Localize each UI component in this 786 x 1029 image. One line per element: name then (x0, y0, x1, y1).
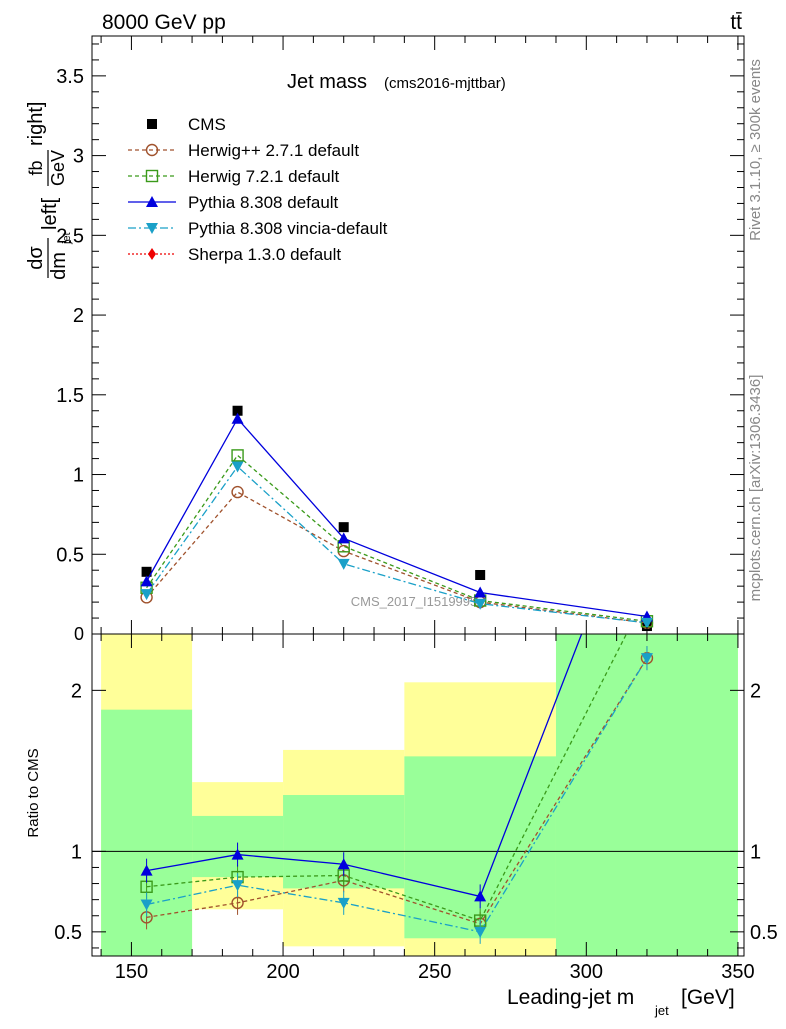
ylabel-denominator-sub: jet (61, 232, 73, 245)
ratio-ytick-label-0: 0.5 (54, 922, 82, 944)
chart-title: Jet mass (287, 71, 367, 93)
main-point-3-2 (337, 532, 350, 544)
legend-marker-5 (148, 248, 156, 260)
main-point-1-1 (231, 485, 244, 499)
ratio-point-2-0 (140, 864, 153, 876)
ylabel-numerator: dσ (25, 246, 47, 270)
legend-label-3: Pythia 8.308 default (188, 193, 339, 212)
main-line-1 (146, 491, 648, 624)
ratio-ytick-label-right-0: 0.5 (750, 922, 778, 944)
legend-marker-1 (145, 143, 159, 157)
axes: 0.5 1 1.5 2 2.5 3 3.5 0 150 200 250 300 350 0.5 0.5 1 1 2… (54, 36, 778, 983)
legend-marker-4 (146, 223, 158, 234)
xlabel-unit: [GeV] (681, 986, 735, 1009)
legend-label-4: Pythia 8.308 vincia-default (188, 219, 388, 238)
band-green-4 (555, 634, 738, 956)
main-point-3-1 (231, 412, 244, 424)
xlabel-main: Leading-jet m (507, 986, 634, 1009)
ylabel-left-bracket: left[ (39, 197, 61, 230)
main-ytick-label-3: 2 (73, 305, 84, 327)
main-point-4-4 (640, 617, 653, 629)
main-point-4-0 (140, 589, 153, 601)
ratio-point-0-1 (231, 896, 244, 910)
main-point-3-3 (474, 586, 487, 598)
legend-marker-2 (145, 169, 159, 183)
ratio-point-3-1 (231, 880, 244, 892)
ratio-series (140, 459, 654, 944)
ylabel-right-bracket: right] (25, 102, 47, 146)
xtick-label-1: 200 (266, 961, 299, 983)
ratio-line-0 (146, 657, 648, 925)
chart-subtitle: (cms2016-mjttbar) (384, 75, 506, 92)
ratio-point-1-4 (641, 588, 652, 599)
ylabel-denominator: dm (48, 252, 70, 280)
legend-marker-0 (147, 119, 157, 129)
main-point-0-3 (475, 569, 486, 580)
ratio-point-3-0 (140, 899, 153, 911)
process-label: tt̄ (730, 11, 742, 34)
uncertainty-bands (101, 634, 738, 956)
collision-label: 8000 GeV pp (102, 11, 226, 34)
ratio-point-2-4 (641, 459, 653, 470)
ratio-frame (91, 633, 745, 957)
main-point-0-0 (141, 566, 152, 577)
legend-label-0: CMS (188, 115, 226, 134)
legend-marker-3 (146, 196, 158, 207)
mcplots-label: mcplots.cern.ch [arXiv:1306.3436] (747, 375, 764, 602)
main-ytick-label-1: 1 (73, 465, 84, 487)
legend: CMS Herwig++ 2.7.1 default Herwig 7.2.1 de… (128, 115, 388, 264)
main-line-3 (146, 417, 648, 618)
ylabel-unit-denominator: GeV (48, 150, 68, 186)
main-point-3-0 (140, 575, 153, 587)
legend-label-5: Sherpa 1.3.0 default (188, 245, 341, 264)
ratio-point-3-3 (474, 926, 487, 938)
ratio-point-3-4 (640, 653, 653, 665)
legend-label-1: Herwig++ 2.7.1 default (188, 141, 359, 160)
xtick-label-0: 150 (115, 961, 148, 983)
main-point-4-2 (337, 558, 350, 570)
ratio-point-2-2 (337, 858, 350, 870)
xaxis-label: Leading-jet m jet [GeV] (507, 986, 735, 1018)
rivet-label: Rivet 3.1.10, ≥ 300k events (747, 59, 764, 241)
ratio-ylabel: Ratio to CMS (25, 748, 42, 837)
ratio-ytick-label-1: 1 (71, 841, 82, 863)
analysis-watermark: CMS_2017_I1519995 (351, 594, 478, 609)
main-point-4-3 (474, 598, 487, 610)
xtick-label-4: 350 (721, 961, 754, 983)
xtick-label-3: 300 (570, 961, 603, 983)
main-point-0-1 (232, 405, 243, 416)
main-point-2-1 (231, 449, 244, 462)
ratio-ytick-label-2: 2 (71, 680, 82, 702)
ratio-point-2-3 (474, 890, 487, 902)
ratio-ytick-label-right-1: 1 (750, 841, 761, 863)
main-ytick-label-2: 1.5 (56, 385, 84, 407)
xlabel-sub: jet (654, 1003, 669, 1018)
main-line-2 (146, 454, 648, 622)
main-ytick-label-0: 0.5 (56, 544, 84, 566)
ratio-point-2-1 (231, 848, 244, 860)
main-ytick-label-6: 3.5 (56, 66, 84, 88)
main-ytick-label-zero: 0 (74, 624, 84, 644)
main-point-4-1 (231, 461, 244, 473)
ratio-point-3-2 (337, 897, 350, 909)
main-ylabel: dσ dm jet left[ fb GeV right] (25, 102, 73, 280)
main-series (140, 405, 654, 632)
ylabel-unit-numerator: fb (26, 160, 46, 175)
ratio-ytick-label-right-2: 2 (750, 680, 761, 702)
legend-label-2: Herwig 7.2.1 default (188, 167, 339, 186)
main-point-0-2 (338, 522, 349, 533)
main-ytick-label-4: 2.5 (56, 225, 84, 247)
main-ytick-label-5: 3 (73, 146, 84, 168)
xtick-label-2: 250 (418, 961, 451, 983)
